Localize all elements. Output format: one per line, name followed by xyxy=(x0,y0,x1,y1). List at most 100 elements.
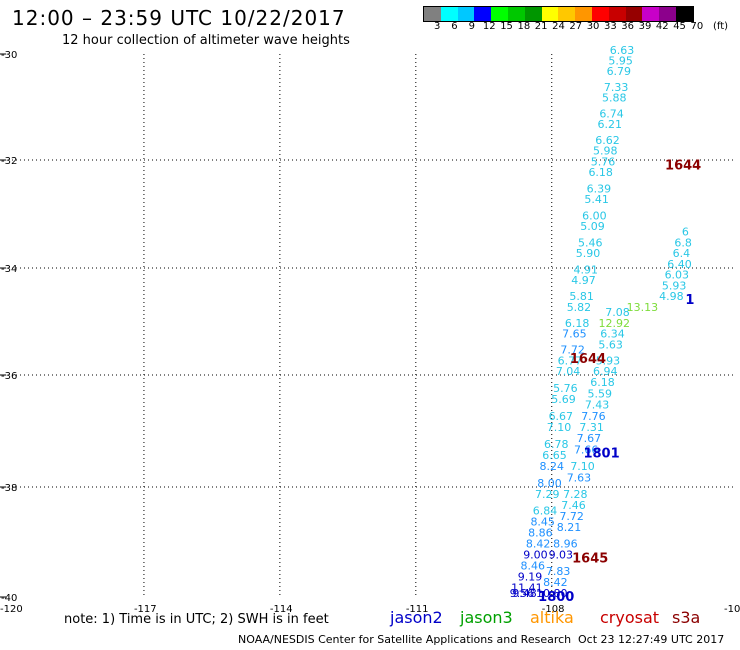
wave-height-value: 6.00 xyxy=(582,209,607,222)
wave-height-value: 6.94 xyxy=(593,365,618,378)
wave-height-value: 5.63 xyxy=(598,338,623,351)
axis-labels: -30 -32 -34 -36 -38 -40-120 -117 -114 -111 -108 -1… xyxy=(0,50,740,615)
wave-height-value: 7.43 xyxy=(585,399,610,412)
wave-height-value: 7.63 xyxy=(567,471,592,484)
colorbar-tick-label: 6 xyxy=(451,21,458,32)
wave-height-value: 5.93 xyxy=(596,354,621,367)
colorbar-tick-label: 12 xyxy=(482,21,496,32)
wave-height-value: 6.77 xyxy=(558,354,583,367)
wave-height-value: 8.86 xyxy=(528,527,553,540)
colorbar-swatch xyxy=(507,7,525,21)
generated-timestamp: Oct 23 12:27:49 UTC 2017 xyxy=(578,633,725,646)
pass-time-label: 1644 xyxy=(570,352,606,367)
colorbar-tick-label: 27 xyxy=(569,21,583,32)
colorbar-tick-label: 36 xyxy=(621,21,635,32)
satellite-altika: altika xyxy=(530,608,574,627)
wave-height-value: 6.03 xyxy=(665,269,690,282)
lon-tick-label: -120 xyxy=(0,604,23,615)
satellite-jason3: jason3 xyxy=(460,608,513,627)
wave-height-value: 5.59 xyxy=(588,387,613,400)
map-grid xyxy=(8,54,733,597)
pass-time-label: 1 xyxy=(685,293,694,308)
wave-height-value: 7.04 xyxy=(556,365,581,378)
wave-height-value: 6.78 xyxy=(544,438,569,451)
wave-height-value: 4.97 xyxy=(571,274,596,287)
wave-height-value: 6.40 xyxy=(667,258,692,271)
wave-height-value: 5.81 xyxy=(569,290,594,303)
colorbar-tick-label: 70 xyxy=(690,21,704,32)
colorbar-tick-label: 42 xyxy=(655,21,669,32)
wave-height-value: 7.67 xyxy=(577,432,602,445)
wave-height-value: 5.93 xyxy=(662,279,687,292)
pass-time-labels: 1644 1644 1801 1645 1800 1 xyxy=(538,158,701,605)
pass-time-label: 1800 xyxy=(538,590,574,605)
satellite-jason2: jason2 xyxy=(390,608,443,627)
wave-height-value: 8.45 xyxy=(530,516,555,529)
wave-height-value: 5.98 xyxy=(593,145,618,158)
pass-time-label: 1801 xyxy=(583,446,619,461)
colorbar-tick-label: 33 xyxy=(604,21,617,32)
wave-height-value: 7.10 xyxy=(570,460,595,473)
wave-height-value: 9.00 xyxy=(523,549,548,562)
wave-height-value: 7.31 xyxy=(579,421,604,434)
wave-height-value: 5.76 xyxy=(591,155,616,168)
wave-height-value: 6.63 xyxy=(610,44,635,57)
wave-height-value: 5.41 xyxy=(584,193,609,206)
colorbar-legend xyxy=(423,6,694,22)
wave-height-value: 8.24 xyxy=(540,460,565,473)
colorbar-tick-label: 15 xyxy=(500,21,513,32)
wave-height-value: 6.21 xyxy=(598,118,623,131)
wave-height-value: 8.46 xyxy=(520,560,545,573)
satellite-s3a: s3a xyxy=(672,608,701,627)
wave-height-value: 7.46 xyxy=(561,499,586,512)
colorbar-swatch xyxy=(659,7,676,21)
page-title: 12:00 – 23:59 UTC 10/22/2017 xyxy=(12,6,346,30)
wave-height-value: 7.29 xyxy=(535,488,560,501)
wave-height-value: 6.18 xyxy=(588,166,613,179)
colorbar-swatch xyxy=(558,7,576,21)
wave-height-value: 6.34 xyxy=(600,328,625,341)
wave-height-value: 6.67 xyxy=(549,410,574,423)
wave-height-value: 5.76 xyxy=(553,382,578,395)
wave-height-value: 6.18 xyxy=(590,376,615,389)
wave-height-value: 9.56 xyxy=(510,587,535,600)
lat-tick-label: -36 xyxy=(1,371,17,382)
wave-height-value: 6.62 xyxy=(595,134,620,147)
colorbar-swatch xyxy=(642,7,660,21)
lon-tick-label: -111 xyxy=(406,604,429,615)
colorbar-tick-label: 45 xyxy=(673,21,686,32)
wave-height-value: 9.19 xyxy=(518,571,543,584)
wave-height-value: 7.33 xyxy=(604,81,629,94)
colorbar-swatch xyxy=(675,7,693,21)
colorbar-swatch xyxy=(524,7,542,21)
wave-height-value: 8.96 xyxy=(553,538,578,551)
colorbar-tick-label: 3 xyxy=(434,21,441,32)
lat-tick-label: -40 xyxy=(1,593,17,604)
pass-time-label: 1644 xyxy=(665,158,701,173)
wave-height-value: 6.74 xyxy=(599,108,624,121)
lon-tick-label: -108 xyxy=(542,604,565,615)
colorbar-tick-label: 9 xyxy=(468,21,475,32)
altimeter-tracks: 6.635.956.797.335.886.746.216.625.985.76… xyxy=(510,44,692,600)
colorbar-swatch xyxy=(608,7,626,21)
lon-tick-label: -117 xyxy=(134,604,157,615)
colorbar-tick-label: 39 xyxy=(638,21,652,32)
wave-height-value: 6.8 xyxy=(674,236,692,249)
wave-height-value: 5.09 xyxy=(580,220,605,233)
lat-tick-label: -32 xyxy=(1,156,17,167)
colorbar-tick-label: 21 xyxy=(534,21,548,32)
units-note: note: 1) Time is in UTC; 2) SWH is in fe… xyxy=(64,612,329,627)
wave-height-value: 8.42 xyxy=(543,576,568,589)
lat-tick-label: -38 xyxy=(1,483,17,494)
wave-height-value: 7.76 xyxy=(581,410,606,423)
lat-tick-label: -34 xyxy=(1,264,17,275)
wave-height-value: 5.88 xyxy=(602,92,627,105)
colorbar-swatch xyxy=(625,7,643,21)
page-subtitle: 12 hour collection of altimeter wave hei… xyxy=(62,33,350,48)
pass-time-label: 1645 xyxy=(572,552,608,567)
wave-height-value: 5.46 xyxy=(578,236,603,249)
colorbar-swatch xyxy=(575,7,592,21)
wave-height-value: 6.84 xyxy=(533,505,558,518)
colorbar-swatch xyxy=(424,7,441,21)
